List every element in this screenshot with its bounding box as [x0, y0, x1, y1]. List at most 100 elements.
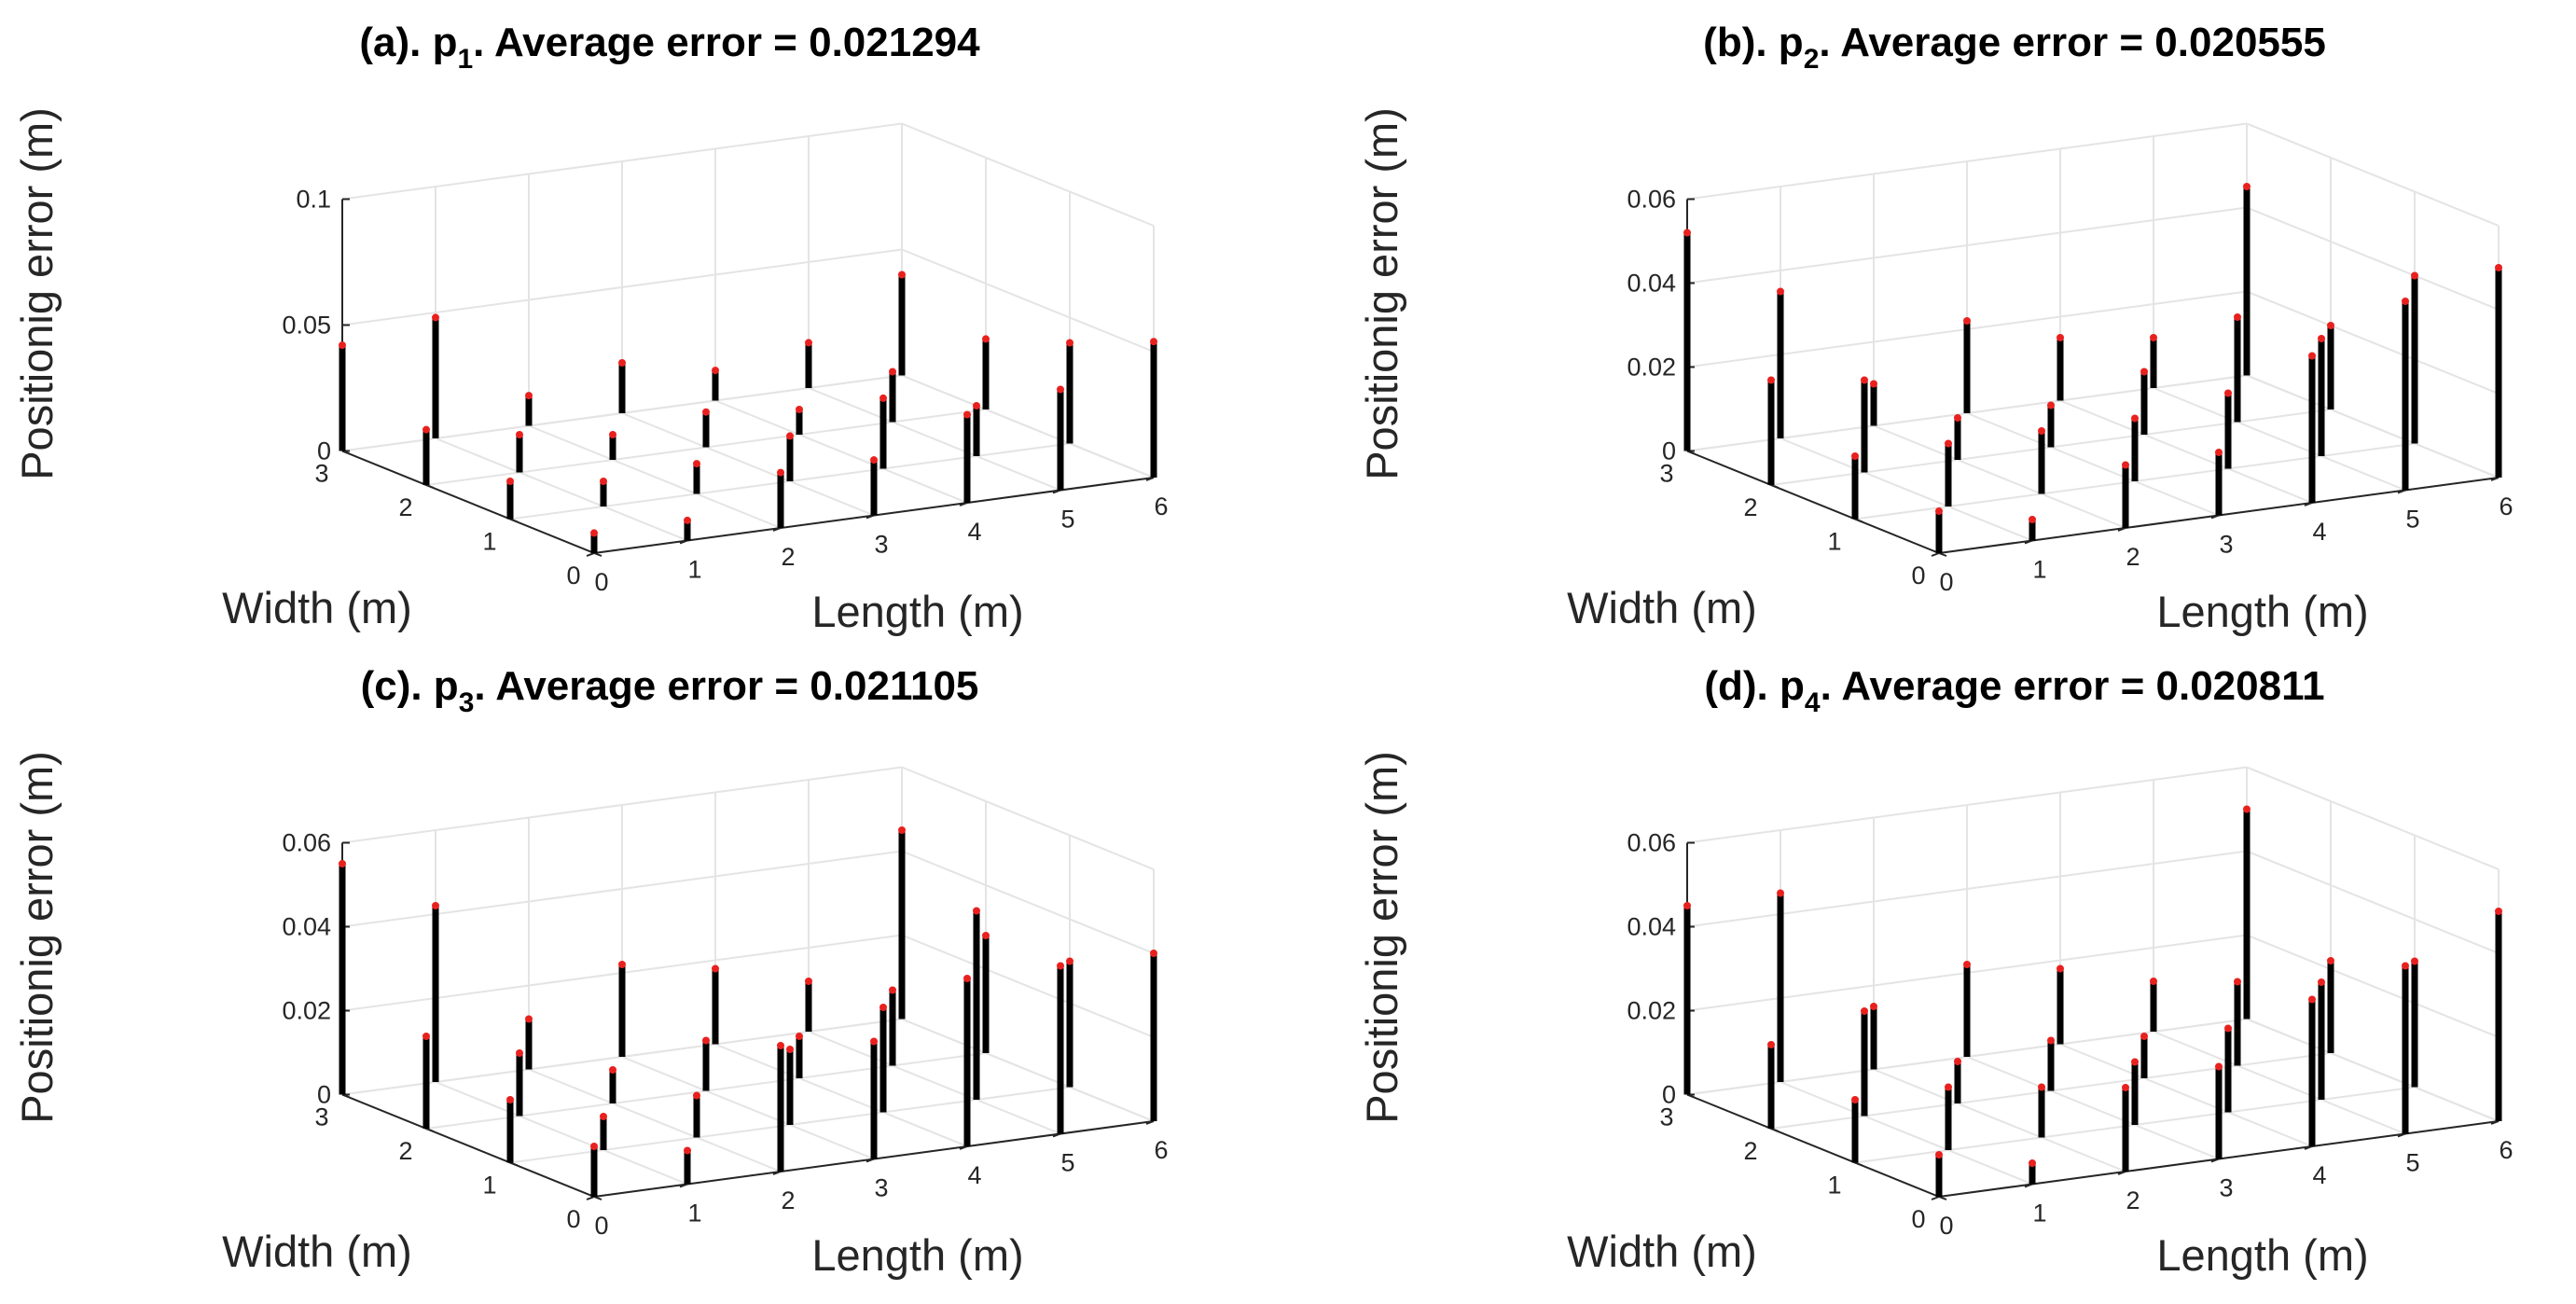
y-tick-label: 0 — [1911, 1205, 1925, 1233]
x-tick-label: 6 — [1154, 492, 1168, 520]
grid-line — [901, 374, 1155, 479]
title-text: (c). p — [361, 663, 459, 709]
stem-marker — [2131, 414, 2139, 423]
stem-marker — [2327, 322, 2334, 329]
stem-marker — [889, 986, 896, 994]
grid-line — [901, 934, 1155, 1038]
x-tick-mark — [959, 1145, 968, 1150]
stem-marker — [2038, 427, 2045, 435]
stem-marker — [422, 1033, 430, 1040]
grid-line — [1686, 206, 2248, 284]
title-text: . Average error = 0.021294 — [473, 20, 980, 65]
title-text: (d). p — [1704, 663, 1805, 709]
grid-line — [714, 1043, 968, 1147]
stem-marker — [805, 339, 812, 347]
stem-marker — [590, 1143, 598, 1150]
stem-marker — [2038, 1083, 2045, 1091]
x-tick-mark — [866, 514, 875, 520]
stem-marker — [1945, 439, 1952, 448]
x-tick-label: 3 — [874, 1174, 888, 1202]
x-tick-label: 0 — [594, 568, 608, 596]
stem-marker — [1861, 376, 1868, 384]
x-tick-label: 5 — [1060, 506, 1074, 534]
x-tick-mark — [1145, 477, 1155, 481]
stem-marker — [1777, 889, 1784, 897]
grid-line — [528, 424, 782, 529]
stem-marker — [600, 1113, 607, 1120]
y-tick-label: 2 — [398, 1137, 412, 1165]
x-tick-label: 5 — [1060, 1149, 1074, 1177]
stem-marker — [432, 313, 439, 322]
stem-marker — [2308, 995, 2316, 1004]
y-axis-line — [1686, 1093, 1940, 1198]
x-tick-mark — [2024, 1183, 2033, 1188]
x-tick-label: 3 — [2219, 531, 2233, 559]
z-tick-label: 0.05 — [282, 312, 331, 340]
y-tick-label: 2 — [1743, 1137, 1757, 1165]
y-axis-label: Width (m) — [222, 583, 412, 632]
x-tick-label: 1 — [2032, 1200, 2046, 1228]
stem-marker — [2495, 908, 2502, 915]
grid-line — [808, 387, 1061, 492]
grid-line — [2153, 387, 2406, 492]
stem-marker — [702, 1036, 710, 1045]
stem-marker — [1150, 338, 1157, 346]
stem-marker — [693, 460, 700, 468]
y-tick-mark — [509, 518, 519, 523]
z-tick-label: 0 — [1662, 1081, 1676, 1109]
grid-line — [2059, 1043, 2313, 1147]
stem-marker — [1935, 507, 1943, 515]
stem-marker — [1066, 957, 1073, 965]
x-tick-mark — [1145, 1120, 1155, 1125]
stem-marker — [1066, 339, 1073, 347]
stem-marker — [2140, 1033, 2148, 1040]
grid-line — [901, 122, 1155, 227]
grid-line — [2246, 1018, 2500, 1122]
y-tick-label: 0 — [1911, 562, 1925, 590]
stem-marker — [2215, 1062, 2223, 1071]
grid-line — [1686, 122, 2248, 201]
stem-marker — [2224, 1024, 2232, 1033]
stem-marker — [2131, 1058, 2139, 1066]
y-tick-label: 3 — [1659, 460, 1673, 488]
grid-line — [2246, 122, 2500, 227]
stem-marker — [1945, 1083, 1952, 1091]
x-tick-mark — [772, 1171, 782, 1175]
stem-marker — [2057, 334, 2064, 341]
stem-marker — [2308, 352, 2316, 360]
stem-marker — [2047, 401, 2055, 409]
stem-marker — [1851, 1096, 1859, 1103]
z-tick-label: 0.06 — [1627, 829, 1676, 857]
stem-marker — [973, 907, 980, 915]
stem-marker — [1870, 380, 1877, 388]
stem-marker — [777, 468, 784, 477]
z-tick-label: 0.06 — [282, 829, 331, 857]
z-axis-label: Positionig error (m) — [12, 107, 62, 480]
subplot-title: (c). p3. Average error = 0.021105 — [361, 663, 979, 718]
stem-marker — [516, 431, 523, 438]
y-tick-label: 3 — [314, 1103, 328, 1131]
y-tick-mark — [509, 1161, 519, 1167]
stem-marker — [879, 394, 887, 402]
x-tick-mark — [2490, 1120, 2500, 1125]
stem-marker — [973, 402, 980, 409]
y-tick-label: 2 — [398, 493, 412, 521]
x-tick-mark — [1052, 489, 1061, 494]
stem-marker — [506, 1096, 514, 1103]
x-tick-mark — [2117, 1171, 2126, 1175]
title-subscript: 1 — [457, 44, 473, 75]
grid-line — [2246, 934, 2500, 1038]
stem-marker — [1963, 317, 1971, 325]
grid-line — [1966, 1056, 2220, 1160]
x-tick-mark — [2210, 514, 2220, 520]
grid-line — [2059, 399, 2313, 504]
stem-marker — [2243, 183, 2251, 190]
stem-marker — [2318, 335, 2325, 342]
y-tick-label: 0 — [566, 1205, 580, 1233]
x-tick-mark — [959, 502, 968, 506]
x-tick-mark — [2024, 539, 2033, 545]
